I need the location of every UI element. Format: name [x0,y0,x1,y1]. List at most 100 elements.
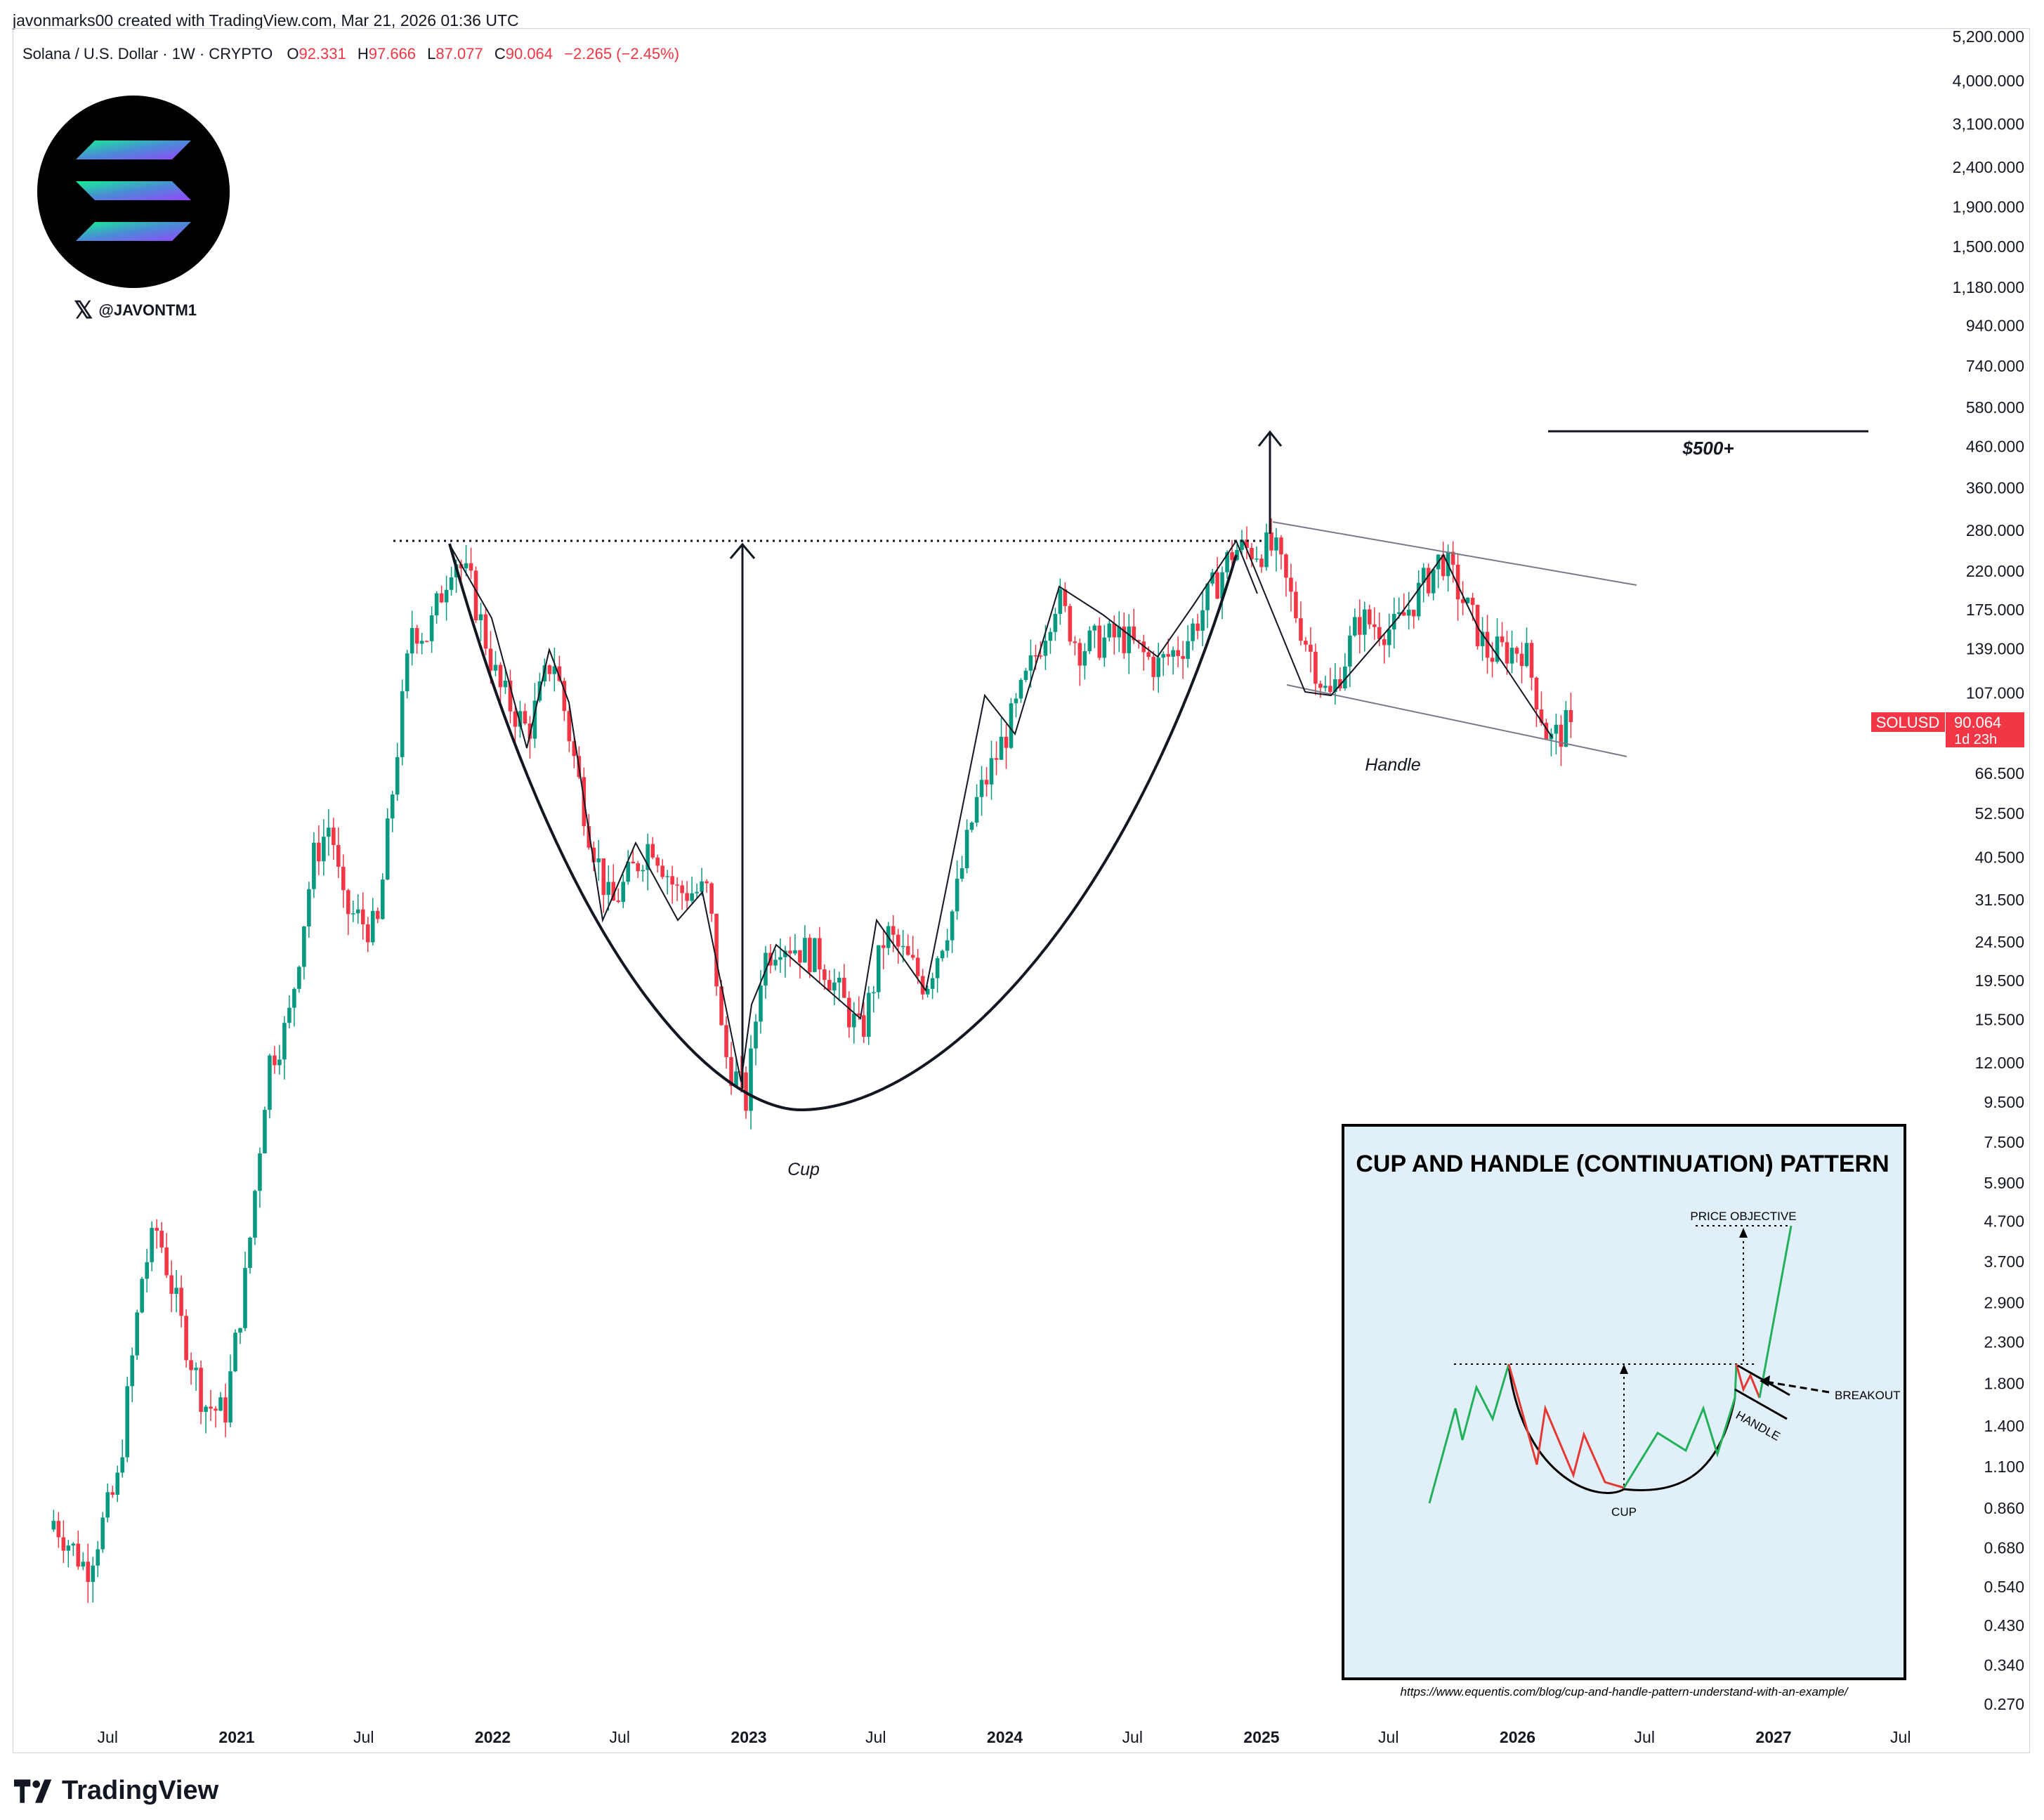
candle [263,1106,267,1154]
y-tick-label: 107.000 [1966,684,2024,702]
candle-body [1299,618,1303,641]
candle-body [695,891,699,893]
candle-body [823,969,827,981]
legend-symbol[interactable]: Solana / U.S. Dollar · 1W · CRYPTO [22,45,273,63]
x-tick-label: Jul [1122,1728,1143,1746]
y-tick-label: 52.500 [1975,804,2024,823]
candle-body [273,1055,277,1066]
candle [214,1406,218,1428]
candle [1073,636,1077,656]
candle [385,808,390,881]
candle [1077,638,1082,686]
inset-price-objective-label: PRICE OBJECTIVE [1690,1210,1796,1223]
candle-body [1235,549,1239,561]
candle [837,971,841,1002]
candle [670,865,674,904]
candle [1372,607,1377,640]
candle-body [1082,650,1087,666]
cup-label: Cup [787,1160,820,1179]
arrow-head-icon [1257,430,1283,447]
candle [174,1269,178,1313]
candle-body [1215,572,1219,599]
candle-body [282,1023,287,1060]
candle-body [1112,623,1117,638]
arrow-head-icon [1739,1228,1748,1238]
legend-close: C90.064 [494,45,553,63]
candle-body [268,1055,272,1111]
candle-body [214,1408,218,1411]
candle-body [788,950,792,954]
candle [700,868,704,896]
candle [739,1056,743,1093]
candle-body [1043,641,1048,656]
candle-body [705,881,709,884]
legend: Solana / U.S. Dollar · 1W · CRYPTO O92.3… [22,45,679,63]
candle-body [1529,643,1534,678]
candle [1529,639,1534,690]
candle [650,837,655,860]
candle [616,888,621,903]
candle [1117,611,1122,653]
candle [51,1510,56,1532]
inset-handle-zigzag [1735,1363,1761,1399]
candle [969,821,974,833]
candle [1205,582,1210,629]
candle [355,894,360,924]
candle-body [813,938,817,972]
candle-body [1166,654,1170,657]
candle-body [724,1025,728,1057]
candle-body [332,827,336,845]
candle-body [876,945,881,993]
candle-body [96,1549,100,1566]
candle-body [631,861,636,864]
candle-body [380,879,385,919]
candle-body [1102,637,1107,658]
candle [86,1543,91,1603]
candle [1200,591,1205,647]
y-tick-label: 175.000 [1966,601,2024,619]
x-tick-label: Jul [610,1728,630,1746]
candle-body [341,866,346,891]
candle-body [1195,623,1200,631]
candle-body [469,563,473,571]
candle [1480,617,1485,661]
candle [1053,608,1058,641]
candle [1274,528,1278,572]
candle [478,603,483,641]
candle [773,949,778,971]
candle [1416,570,1421,620]
inset-diagram: CUP AND HANDLE (CONTINUATION) PATTERN PRI… [1342,1124,1906,1698]
candle-body [1181,655,1185,660]
candle [1465,597,1470,604]
candle [724,1016,728,1069]
candle-body [253,1191,257,1238]
candle-body [675,884,679,886]
candle [1063,582,1068,613]
candle-body [1274,537,1278,551]
candle [1362,601,1367,652]
candle-body [1186,641,1190,660]
candle-body [1058,589,1063,615]
candle-body [1406,610,1411,616]
candle-body [591,847,596,863]
candle [660,859,664,879]
candle [444,575,449,621]
candle-body [1421,568,1426,583]
candle [1186,625,1190,668]
candle-body [837,977,841,983]
candle [974,784,979,827]
candle-body [449,577,454,590]
candle-body [498,665,503,688]
candle [110,1485,115,1498]
candle [1377,612,1382,647]
tradingview-footer[interactable]: TradingView [14,1776,218,1806]
candle-body [1480,631,1485,646]
candle [1058,578,1063,625]
candle [572,737,577,768]
candle [930,972,935,1000]
candle-body [1063,589,1068,606]
candle-body [1460,599,1465,603]
candle-body [1200,610,1205,631]
candle-body [1146,652,1151,657]
